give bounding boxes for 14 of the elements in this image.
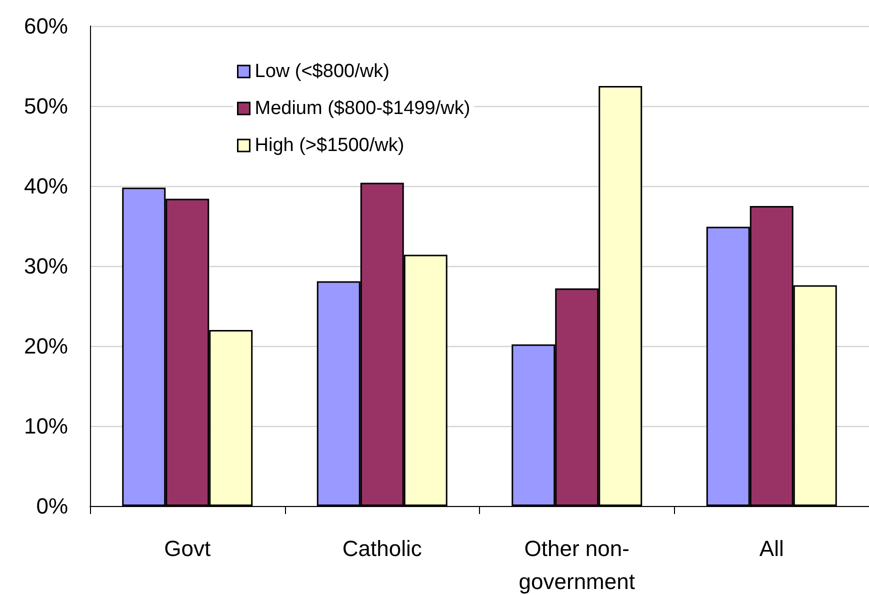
x-tick-label: All bbox=[759, 536, 784, 561]
y-tick-label: 10% bbox=[24, 414, 68, 438]
y-tick-label: 60% bbox=[24, 14, 68, 38]
y-tick-label: 50% bbox=[24, 94, 68, 118]
y-tick-label: 20% bbox=[24, 334, 68, 358]
x-tick-label: Catholic bbox=[342, 536, 422, 561]
y-tick-label: 40% bbox=[24, 174, 68, 198]
y-tick-label: 0% bbox=[36, 494, 68, 518]
x-tick-label: Other non-government bbox=[518, 536, 635, 594]
y-tick-label: 30% bbox=[24, 254, 68, 278]
legend-label: Low (<$800/wk) bbox=[254, 61, 390, 82]
legend-label: Medium ($800-$1499/wk) bbox=[254, 98, 470, 119]
x-tick-label: Govt bbox=[164, 536, 211, 561]
legend-label: High (>$1500/wk) bbox=[254, 135, 404, 156]
